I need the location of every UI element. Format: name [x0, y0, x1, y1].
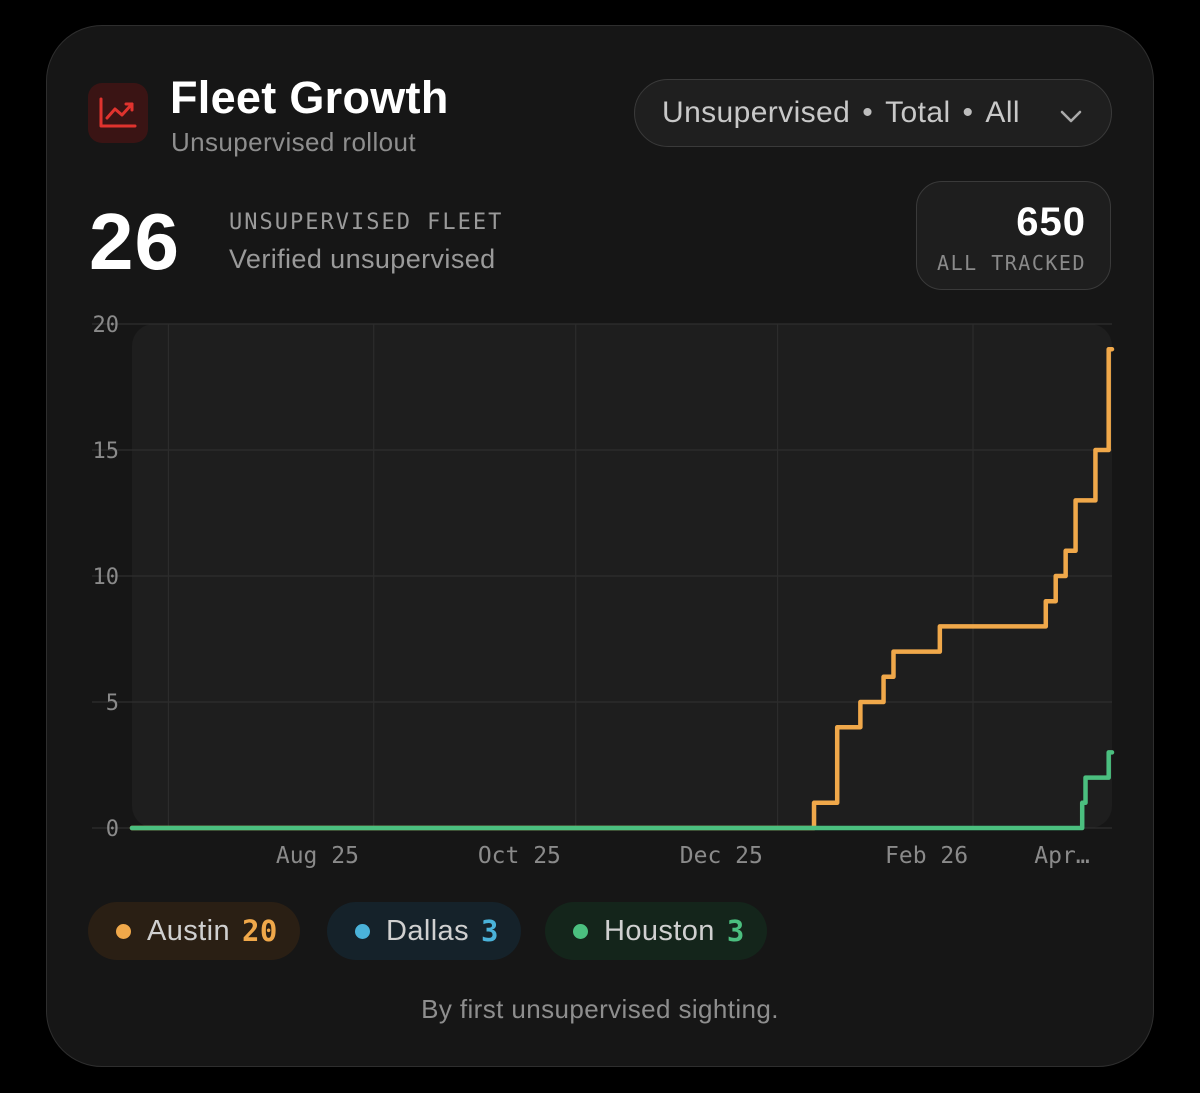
- y-tick-label: 20: [93, 313, 120, 338]
- legend-label: Dallas: [386, 914, 469, 947]
- legend-austin[interactable]: Austin 20: [88, 902, 300, 960]
- filter-selector[interactable]: Unsupervised • Total • All: [634, 79, 1112, 147]
- all-tracked-label: ALL TRACKED: [937, 251, 1086, 275]
- filter-mode: Unsupervised: [662, 96, 851, 129]
- filter-scope: All: [985, 96, 1020, 129]
- legend-count: 20: [242, 914, 278, 948]
- unsupervised-fleet-sublabel: Verified unsupervised: [229, 244, 496, 274]
- separator-dot: •: [862, 96, 874, 129]
- legend-dot: [573, 923, 588, 939]
- series-line-houston: [129, 750, 1115, 831]
- legend-label: Austin: [147, 914, 230, 947]
- x-tick-label: Oct 25: [478, 843, 561, 869]
- page-title: Fleet Growth: [170, 72, 449, 123]
- y-tick-label: 5: [106, 691, 119, 716]
- legend-dallas[interactable]: Dallas 3: [327, 902, 521, 960]
- unsupervised-fleet-label: UNSUPERVISED FLEET: [229, 210, 504, 235]
- legend-count: 3: [481, 914, 499, 948]
- series-line-austin: [129, 346, 1115, 831]
- x-tick-label: Dec 25: [680, 843, 763, 869]
- x-tick-label: Apr…: [1034, 843, 1089, 869]
- all-tracked-badge: 650 ALL TRACKED: [916, 181, 1111, 290]
- x-tick-label: Feb 26: [885, 843, 968, 869]
- y-tick-label: 0: [106, 817, 119, 842]
- all-tracked-value: 650: [1016, 200, 1086, 244]
- legend-count: 3: [726, 914, 745, 948]
- y-tick-label: 10: [93, 565, 120, 590]
- legend-dot: [116, 923, 131, 939]
- unsupervised-fleet-value: 26: [89, 197, 180, 286]
- filter-metric: Total: [885, 96, 951, 129]
- separator-dot: •: [962, 96, 974, 129]
- y-tick-label: 15: [93, 439, 120, 464]
- legend-label: Houston: [604, 914, 715, 947]
- legend-dot: [355, 923, 370, 939]
- footnote: By first unsupervised sighting.: [421, 994, 779, 1024]
- legend-houston[interactable]: Houston 3: [545, 902, 767, 960]
- x-tick-label: Aug 25: [276, 843, 359, 869]
- chevron-down-icon: [1059, 102, 1083, 136]
- trend-chart-icon: [88, 83, 148, 143]
- page-subtitle: Unsupervised rollout: [171, 127, 417, 157]
